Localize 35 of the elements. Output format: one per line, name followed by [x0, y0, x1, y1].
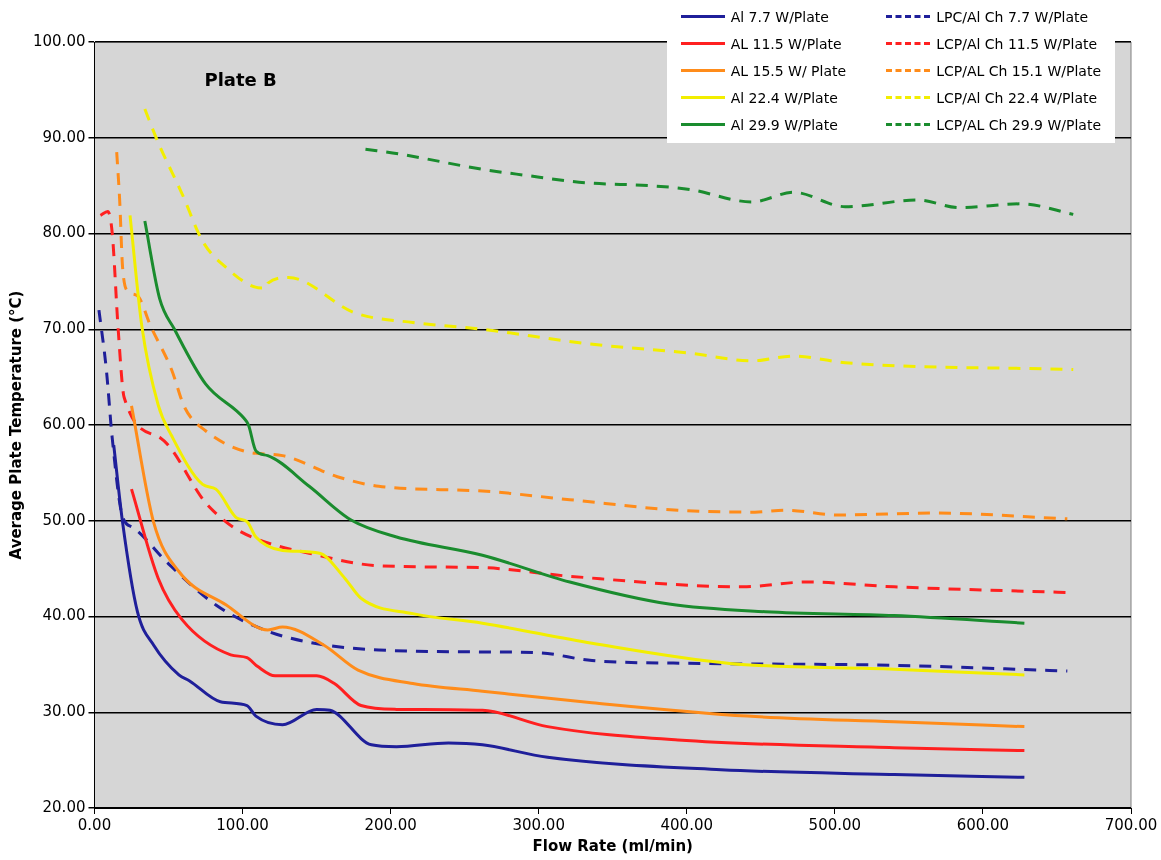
- legend-label: LCP/Al Ch 11.5 W/Plate: [936, 35, 1098, 52]
- y-tick-label: 100.00: [32, 31, 86, 50]
- legend-label: AL 11.5 W/Plate: [730, 35, 842, 52]
- line-series: [130, 404, 1026, 729]
- y-tick-label: 40.00: [42, 606, 86, 625]
- x-axis-title: Flow Rate (ml/min): [532, 836, 693, 855]
- line-series: [115, 150, 1069, 521]
- legend-label: LPC/Al Ch 7.7 W/Plate: [936, 8, 1089, 25]
- y-tick-label: 60.00: [42, 414, 86, 433]
- x-tick-label: 700.00: [1104, 815, 1158, 834]
- x-tick-label: 600.00: [956, 815, 1010, 834]
- legend-label: LCP/Al Ch 22.4 W/Plate: [936, 89, 1098, 106]
- y-tick-label: 70.00: [42, 319, 86, 338]
- legend-label: Al 7.7 W/Plate: [730, 8, 829, 25]
- x-tick-label: 0.00: [77, 815, 112, 834]
- y-tick-label: 30.00: [42, 702, 86, 721]
- y-tick-label: 80.00: [42, 223, 86, 242]
- legend-label: AL 15.5 W/ Plate: [730, 62, 847, 79]
- legend-label: LCP/AL Ch 15.1 W/Plate: [936, 62, 1101, 79]
- y-tick-label: 90.00: [42, 127, 86, 146]
- legend-label: Al 22.4 W/Plate: [730, 89, 838, 106]
- y-tick-label: 50.00: [42, 510, 86, 529]
- x-tick-label: 400.00: [660, 815, 714, 834]
- line-series: [98, 209, 1069, 595]
- x-tick-label: 300.00: [512, 815, 565, 834]
- legend-label: Al 29.9 W/Plate: [730, 116, 838, 133]
- line-series: [363, 147, 1075, 216]
- x-tick-label: 200.00: [364, 815, 417, 834]
- x-tick-label: 100.00: [216, 815, 269, 834]
- y-axis-title: Average Plate Temperature (°C): [6, 290, 25, 560]
- legend-label: LCP/AL Ch 29.9 W/Plate: [936, 116, 1101, 133]
- line-series: [130, 487, 1026, 753]
- x-tick-label: 500.00: [808, 815, 862, 834]
- annotation: Plate B: [204, 68, 277, 90]
- y-tick-label: 20.00: [42, 797, 86, 816]
